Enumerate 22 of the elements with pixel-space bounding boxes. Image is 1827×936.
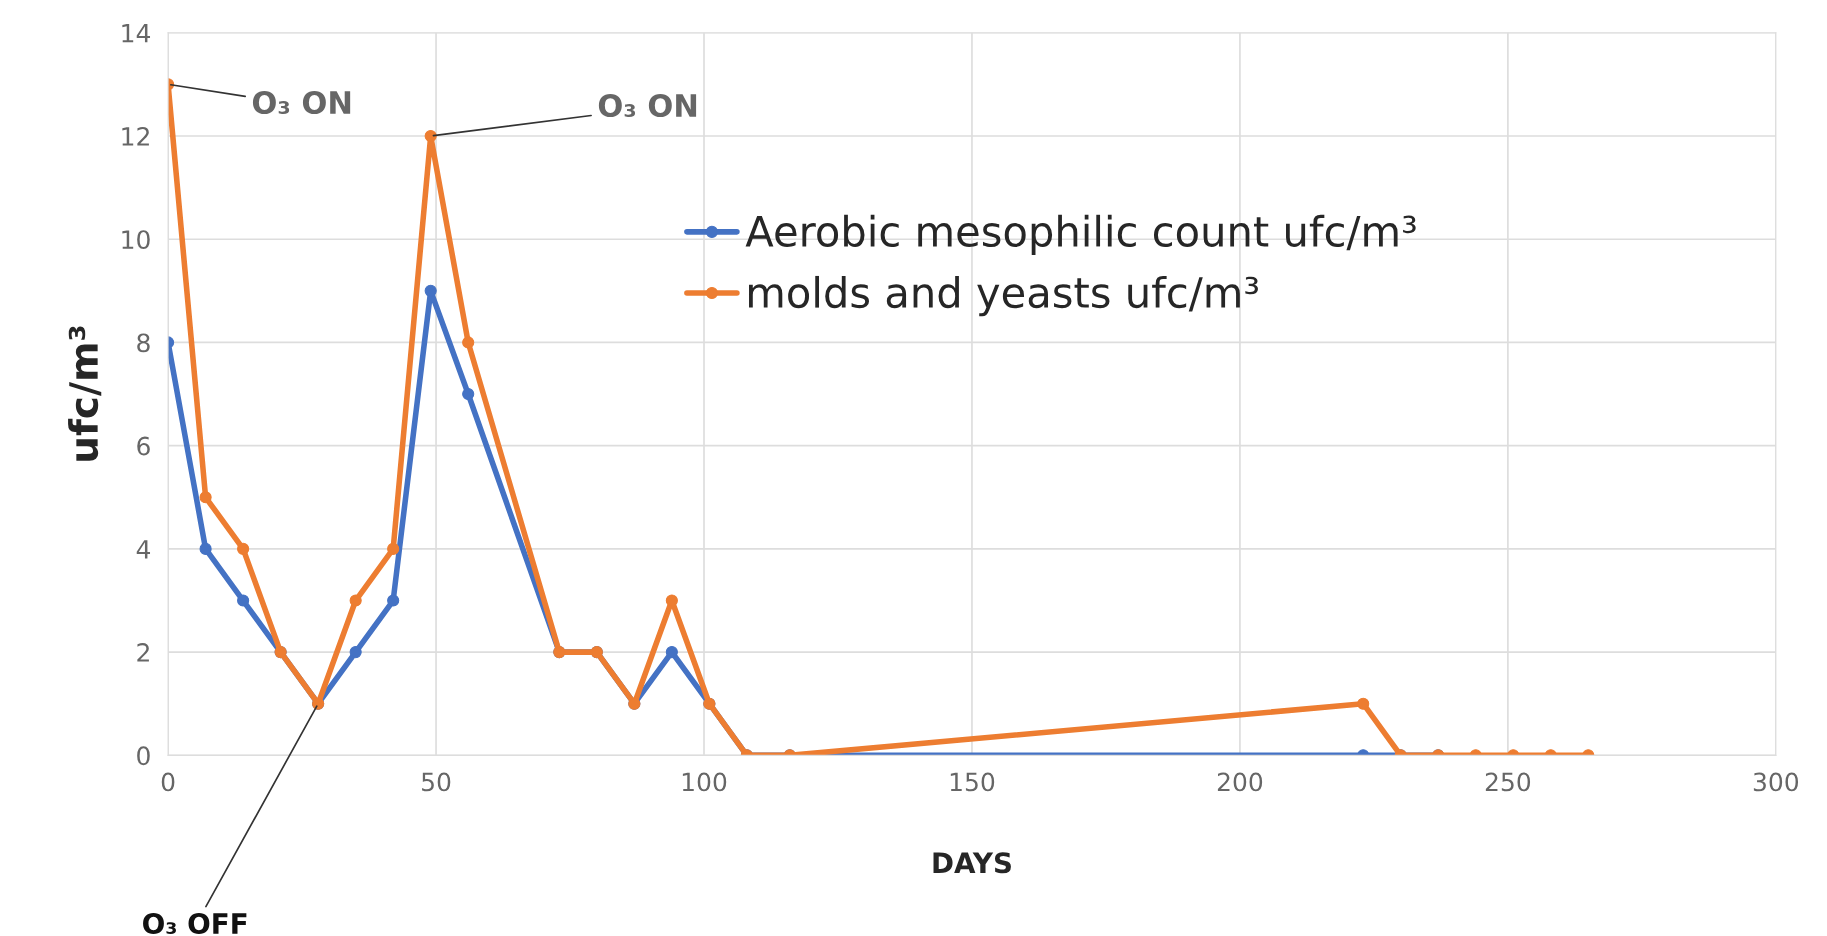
y-tick-label: 10 xyxy=(122,230,150,250)
x-tick-label: 150 xyxy=(950,772,995,792)
legend-label: Aerobic mesophilic count ufc/m³ xyxy=(745,214,1416,256)
x-tick-label: 0 xyxy=(161,772,175,792)
y-tick-label: 12 xyxy=(122,126,149,146)
y-axis-title: ufc/m³ xyxy=(68,326,102,461)
legend-label: molds and yeasts ufc/m³ xyxy=(749,275,1258,317)
y-tick-label: 0 xyxy=(137,746,150,766)
x-tick-label: 50 xyxy=(422,772,451,792)
y-tick-label: 14 xyxy=(122,24,151,43)
x-axis-title: DAYS xyxy=(933,852,1011,874)
annotation: O₃ ON xyxy=(598,93,697,118)
y-tick-label: 4 xyxy=(136,540,151,559)
annotation: O₃ OFF xyxy=(143,913,247,935)
y-tick-label: 8 xyxy=(137,333,150,353)
x-tick-label: 300 xyxy=(1753,772,1799,792)
x-tick-label: 250 xyxy=(1485,772,1531,792)
x-tick-label: 100 xyxy=(682,772,727,792)
y-tick-label: 2 xyxy=(137,643,149,662)
y-tick-label: 6 xyxy=(137,436,150,456)
annotation: O₃ ON xyxy=(252,90,351,115)
x-tick-label: 200 xyxy=(1217,772,1263,792)
